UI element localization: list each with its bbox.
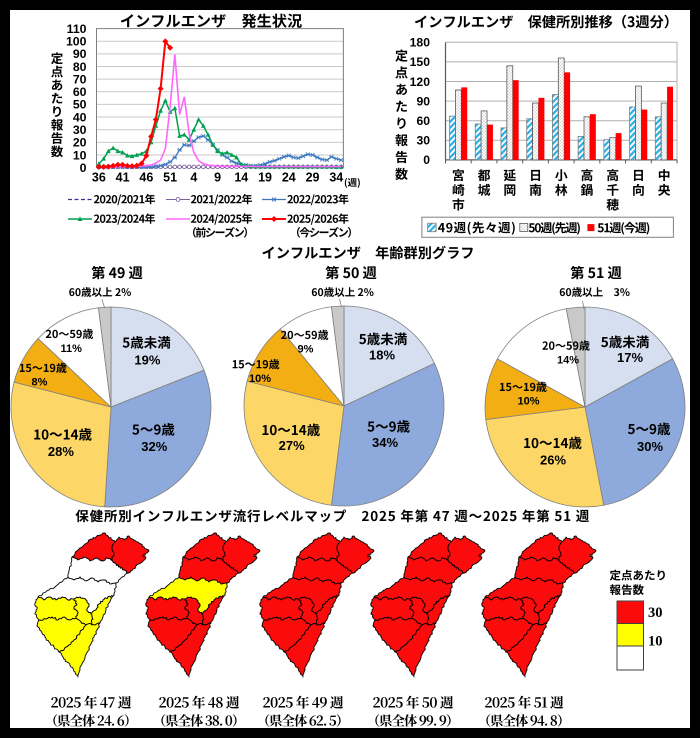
svg-text:30%: 30% bbox=[637, 439, 663, 454]
svg-text:14: 14 bbox=[234, 171, 248, 185]
svg-text:17%: 17% bbox=[617, 350, 643, 365]
svg-text:24: 24 bbox=[282, 171, 296, 185]
svg-text:10: 10 bbox=[73, 148, 87, 162]
svg-text:120: 120 bbox=[410, 75, 431, 89]
svg-text:30: 30 bbox=[73, 123, 87, 137]
svg-text:80: 80 bbox=[73, 60, 87, 74]
svg-text:0: 0 bbox=[423, 153, 430, 167]
svg-text:9: 9 bbox=[214, 171, 221, 185]
svg-text:18%: 18% bbox=[369, 348, 395, 363]
svg-text:34%: 34% bbox=[372, 435, 398, 450]
svg-text:27%: 27% bbox=[279, 438, 305, 453]
svg-text:51: 51 bbox=[163, 171, 177, 185]
svg-text:150: 150 bbox=[410, 55, 431, 69]
svg-text:180: 180 bbox=[410, 36, 431, 50]
svg-text:26%: 26% bbox=[540, 453, 566, 468]
svg-text:11%: 11% bbox=[60, 343, 82, 355]
svg-text:70: 70 bbox=[73, 72, 87, 86]
svg-text:46: 46 bbox=[139, 171, 153, 185]
svg-text:90: 90 bbox=[73, 47, 87, 61]
svg-text:41: 41 bbox=[116, 171, 130, 185]
svg-text:29: 29 bbox=[306, 171, 320, 185]
svg-text:19: 19 bbox=[258, 171, 272, 185]
svg-text:8%: 8% bbox=[32, 377, 48, 389]
svg-text:20: 20 bbox=[73, 136, 87, 150]
svg-text:10%: 10% bbox=[517, 396, 539, 408]
svg-text:50: 50 bbox=[73, 98, 87, 112]
svg-text:9%: 9% bbox=[298, 344, 314, 356]
svg-text:10%: 10% bbox=[249, 373, 271, 385]
svg-text:19%: 19% bbox=[134, 353, 160, 368]
svg-text:60: 60 bbox=[73, 85, 87, 99]
svg-text:60: 60 bbox=[416, 114, 430, 128]
svg-text:30: 30 bbox=[416, 134, 430, 148]
svg-text:28%: 28% bbox=[48, 444, 74, 459]
svg-text:10: 10 bbox=[648, 634, 663, 650]
svg-text:30: 30 bbox=[648, 605, 663, 621]
svg-text:110: 110 bbox=[67, 22, 87, 36]
svg-text:34: 34 bbox=[329, 171, 343, 185]
svg-text:100: 100 bbox=[66, 35, 87, 49]
svg-text:4: 4 bbox=[190, 171, 197, 185]
svg-text:90: 90 bbox=[416, 94, 430, 108]
svg-text:0: 0 bbox=[80, 161, 87, 175]
svg-text:36: 36 bbox=[92, 171, 106, 185]
svg-text:14%: 14% bbox=[557, 355, 579, 367]
svg-text:40: 40 bbox=[73, 110, 87, 124]
svg-text:32%: 32% bbox=[141, 439, 167, 454]
